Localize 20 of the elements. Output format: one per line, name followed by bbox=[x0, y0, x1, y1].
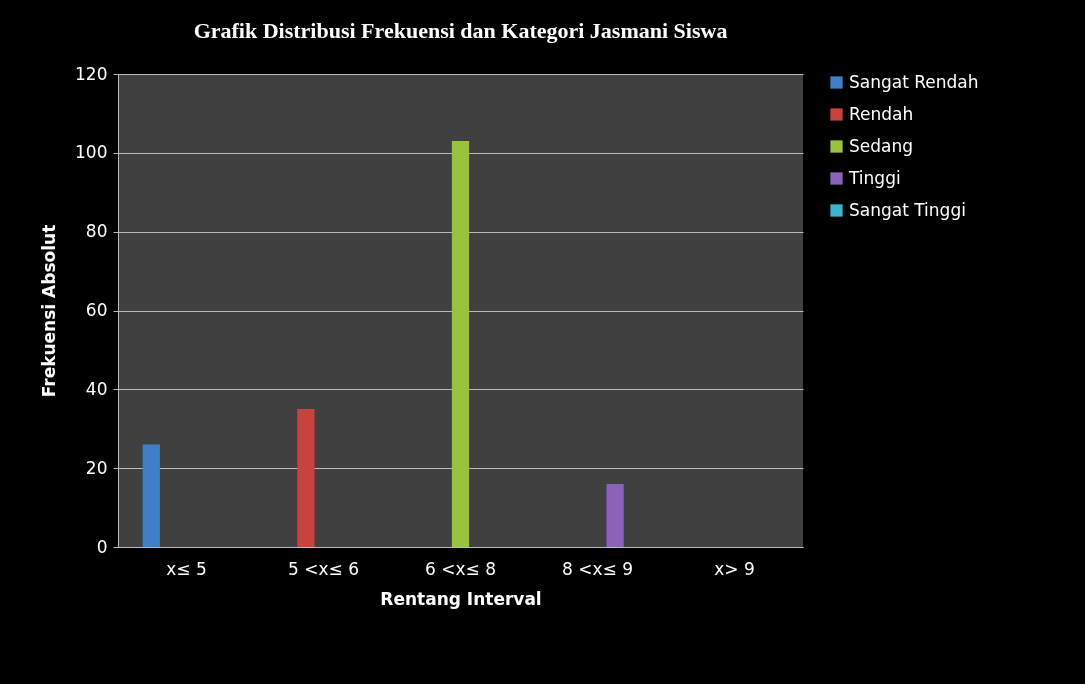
y-tick-label: 40 bbox=[85, 378, 108, 399]
x-tick-label: x> 9 bbox=[714, 558, 755, 579]
legend-label: Sangat Tinggi bbox=[849, 199, 966, 220]
y-tick-label: 80 bbox=[85, 221, 108, 242]
x-tick-label: 5 <x≤ 6 bbox=[288, 558, 359, 579]
x-tick-label: 6 <x≤ 8 bbox=[425, 558, 496, 579]
chart-title: Grafik Distribusi Frekuensi dan Kategori Jasmani Siswa bbox=[193, 18, 728, 43]
legend-label: Sangat Rendah bbox=[849, 71, 979, 92]
x-tick-label: 8 <x≤ 9 bbox=[562, 558, 633, 579]
y-tick-label: 60 bbox=[85, 300, 108, 320]
y-tick-label: 0 bbox=[96, 536, 108, 557]
x-axis-title: Rentang Interval bbox=[380, 588, 542, 609]
legend-label: Sedang bbox=[849, 135, 914, 156]
x-tick-label: x≤ 5 bbox=[166, 558, 207, 579]
y-tick-label: 120 bbox=[75, 63, 108, 84]
y-axis-title: Frekuensi Absolut bbox=[39, 224, 60, 398]
legend-label: Rendah bbox=[849, 103, 914, 124]
y-tick-label: 20 bbox=[85, 457, 108, 478]
y-tick-label: 100 bbox=[75, 142, 108, 163]
legend-label: Tinggi bbox=[848, 167, 901, 188]
